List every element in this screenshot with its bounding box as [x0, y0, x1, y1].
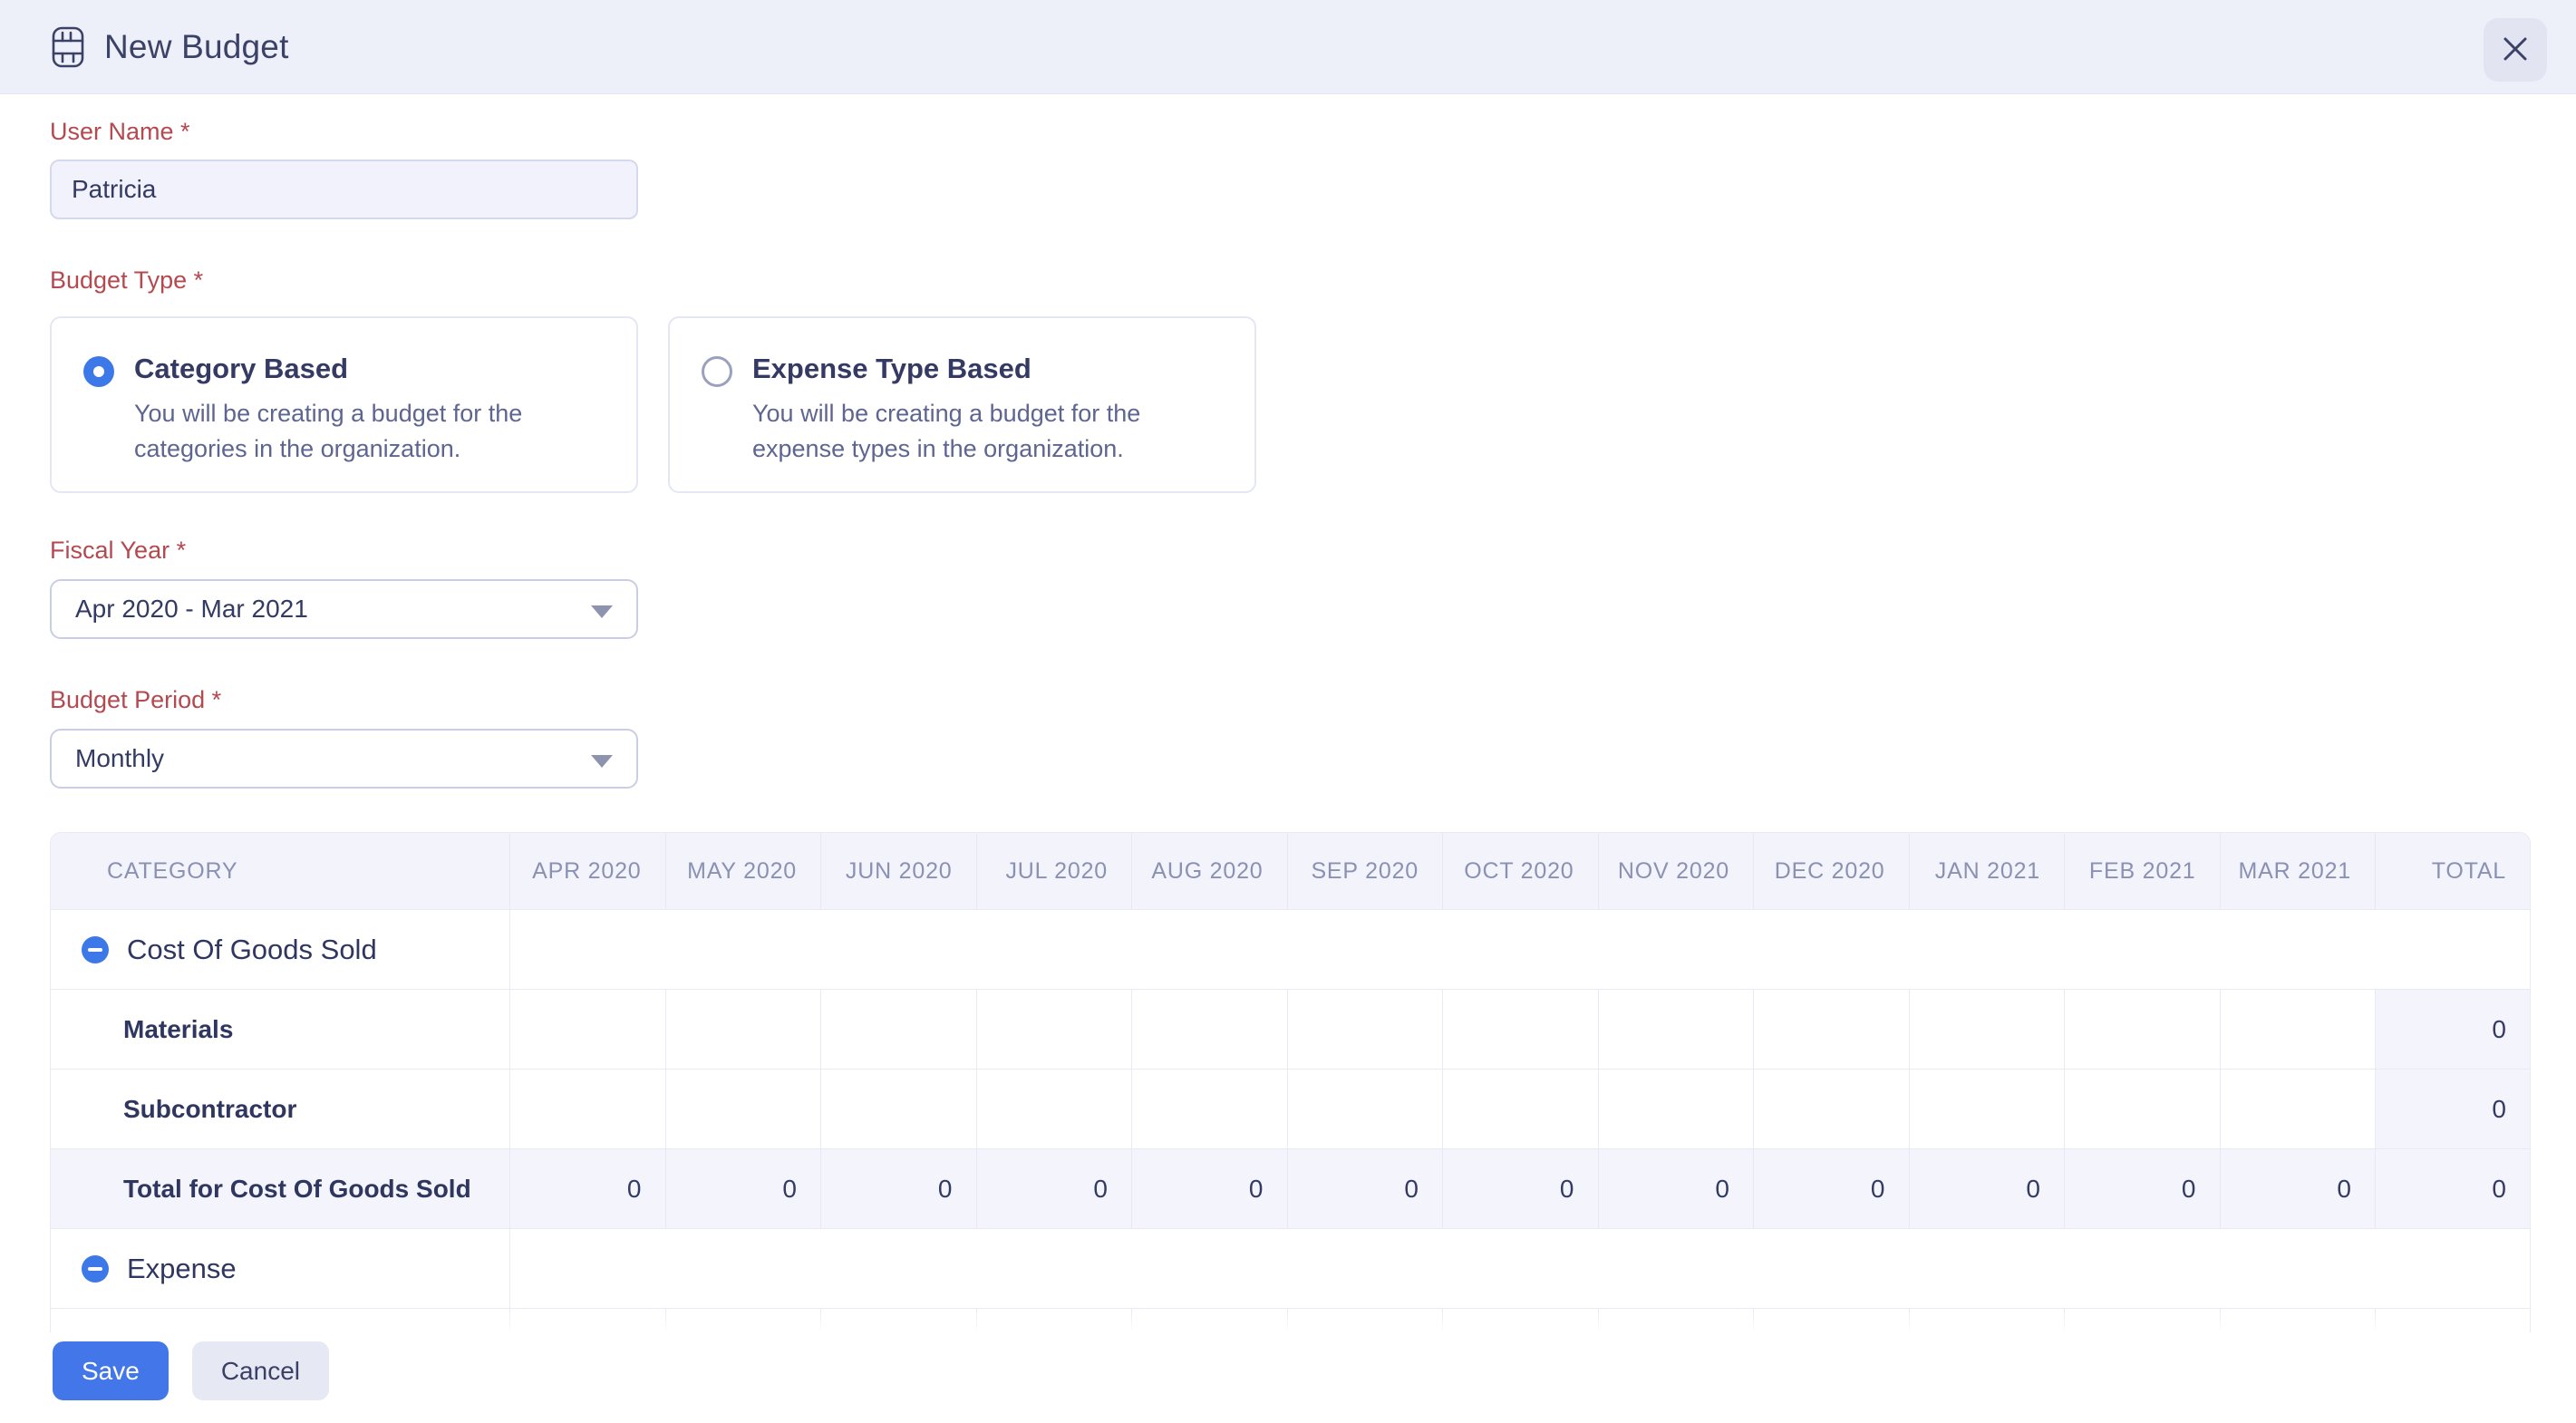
user-name-input[interactable]	[50, 160, 638, 219]
total-value-cell: 0	[1753, 1149, 1909, 1228]
option-description: You will be creating a budget for the ca…	[134, 400, 523, 462]
fiscal-year-label: Fiscal Year *	[50, 537, 187, 564]
group-row-label: Cost Of Goods Sold	[127, 933, 377, 965]
budget-abacus-icon	[50, 25, 86, 69]
column-header-dec-2020: DEC 2020	[1753, 833, 1909, 909]
row-label: Total for Cost Of Goods Sold	[123, 1174, 471, 1203]
row-total-cell: 0	[2375, 1149, 2530, 1228]
row-total-cell: 0	[2375, 1070, 2530, 1148]
budget-amount-cell[interactable]	[820, 990, 976, 1069]
budget-amount-cell[interactable]	[1286, 990, 1443, 1069]
budget-period-label: Budget Period *	[50, 686, 222, 713]
budget-amount-cell[interactable]	[509, 1070, 665, 1148]
option-title: Category Based	[134, 353, 349, 384]
total-value-cell: 0	[509, 1149, 665, 1228]
total-value-cell: 0	[2219, 1149, 2376, 1228]
chevron-down-icon	[591, 755, 613, 768]
partial-row	[51, 1308, 2530, 1332]
group-row-label: Expense	[127, 1252, 237, 1284]
total-value-cell: 0	[1442, 1149, 1598, 1228]
budget-amount-cell[interactable]	[2064, 1070, 2220, 1148]
total-value-cell: 0	[1286, 1149, 1443, 1228]
budget-amount-cell[interactable]	[1597, 1070, 1754, 1148]
column-header-nov-2020: NOV 2020	[1597, 833, 1754, 909]
radio-unselected-icon[interactable]	[702, 356, 732, 387]
column-header-jan-2021: JAN 2021	[1908, 833, 2065, 909]
close-button[interactable]	[2484, 18, 2547, 82]
budget-type-option-expense-type-based[interactable]: Expense Type Based You will be creating …	[668, 316, 1256, 493]
budget-amount-cell[interactable]	[2219, 1070, 2376, 1148]
budget-amount-cell[interactable]	[1753, 990, 1909, 1069]
option-description: You will be creating a budget for the ex…	[752, 400, 1141, 462]
header-bar: New Budget	[0, 0, 2576, 94]
budget-amount-cell[interactable]	[975, 990, 1132, 1069]
column-header-sep-2020: SEP 2020	[1286, 833, 1443, 909]
group-row-expense: Expense	[51, 1228, 2530, 1308]
group-row-spacer	[509, 910, 2530, 989]
column-header-apr-2020: APR 2020	[509, 833, 665, 909]
budget-amount-cell[interactable]	[975, 1070, 1132, 1148]
item-row-materials: Materials 0	[51, 989, 2530, 1069]
budget-amount-cell[interactable]	[2219, 990, 2376, 1069]
total-value-cell: 0	[1597, 1149, 1754, 1228]
save-button[interactable]: Save	[53, 1341, 169, 1400]
total-value-cell: 0	[820, 1149, 976, 1228]
column-header-jun-2020: JUN 2020	[820, 833, 976, 909]
budget-amount-cell[interactable]	[1286, 1070, 1443, 1148]
budget-amount-cell[interactable]	[1597, 990, 1754, 1069]
budget-amount-cell[interactable]	[1908, 1070, 2065, 1148]
page-title: New Budget	[104, 27, 289, 65]
column-header-total: TOTAL	[2375, 833, 2530, 909]
cancel-button[interactable]: Cancel	[191, 1341, 329, 1400]
chevron-down-icon	[591, 605, 613, 618]
total-value-cell: 0	[664, 1149, 821, 1228]
column-header-may-2020: MAY 2020	[664, 833, 821, 909]
radio-selected-icon[interactable]	[83, 356, 114, 387]
budget-amount-cell[interactable]	[1442, 1070, 1598, 1148]
budget-amount-cell[interactable]	[1131, 1070, 1287, 1148]
collapse-minus-icon[interactable]	[82, 935, 109, 963]
column-header-category: CATEGORY	[107, 857, 238, 884]
user-name-label: User Name *	[50, 118, 190, 145]
row-label: Materials	[123, 1014, 234, 1043]
column-header-aug-2020: AUG 2020	[1131, 833, 1287, 909]
group-row-cost-of-goods-sold: Cost Of Goods Sold	[51, 909, 2530, 989]
row-total-cell: 0	[2375, 990, 2530, 1069]
item-row-subcontractor: Subcontractor 0	[51, 1069, 2530, 1148]
totals-row-cost-of-goods-sold: Total for Cost Of Goods Sold 0 0 0 0 0 0…	[51, 1148, 2530, 1228]
budget-table: CATEGORY APR 2020 MAY 2020 JUN 2020 JUL …	[50, 832, 2531, 1332]
total-value-cell: 0	[975, 1149, 1132, 1228]
budget-amount-cell[interactable]	[664, 1070, 821, 1148]
option-title: Expense Type Based	[752, 353, 1031, 384]
close-icon	[2500, 34, 2531, 67]
budget-amount-cell[interactable]	[820, 1070, 976, 1148]
fiscal-year-select[interactable]: Apr 2020 - Mar 2021	[50, 579, 638, 639]
column-header-feb-2021: FEB 2021	[2064, 833, 2220, 909]
footer-actions: Save Cancel	[53, 1341, 329, 1400]
column-header-oct-2020: OCT 2020	[1442, 833, 1598, 909]
budget-period-value: Monthly	[75, 744, 165, 772]
fiscal-year-value: Apr 2020 - Mar 2021	[75, 595, 308, 623]
budget-amount-cell[interactable]	[1442, 990, 1598, 1069]
budget-period-select[interactable]: Monthly	[50, 729, 638, 789]
total-value-cell: 0	[2064, 1149, 2220, 1228]
budget-amount-cell[interactable]	[1131, 990, 1287, 1069]
budget-amount-cell[interactable]	[509, 990, 665, 1069]
row-label: Subcontractor	[123, 1094, 297, 1123]
budget-type-label: Budget Type *	[50, 266, 204, 294]
budget-amount-cell[interactable]	[1753, 1070, 1909, 1148]
group-row-spacer	[509, 1229, 2530, 1308]
budget-type-options: Category Based You will be creating a bu…	[50, 316, 2531, 493]
collapse-minus-icon[interactable]	[82, 1254, 109, 1283]
table-header-row: CATEGORY APR 2020 MAY 2020 JUN 2020 JUL …	[51, 833, 2530, 909]
title-wrap: New Budget	[50, 25, 289, 69]
budget-amount-cell[interactable]	[1908, 990, 2065, 1069]
column-header-mar-2021: MAR 2021	[2219, 833, 2376, 909]
total-value-cell: 0	[1908, 1149, 2065, 1228]
budget-type-option-category-based[interactable]: Category Based You will be creating a bu…	[50, 316, 638, 493]
budget-amount-cell[interactable]	[664, 990, 821, 1069]
column-header-jul-2020: JUL 2020	[975, 833, 1132, 909]
total-value-cell: 0	[1131, 1149, 1287, 1228]
budget-amount-cell[interactable]	[2064, 990, 2220, 1069]
